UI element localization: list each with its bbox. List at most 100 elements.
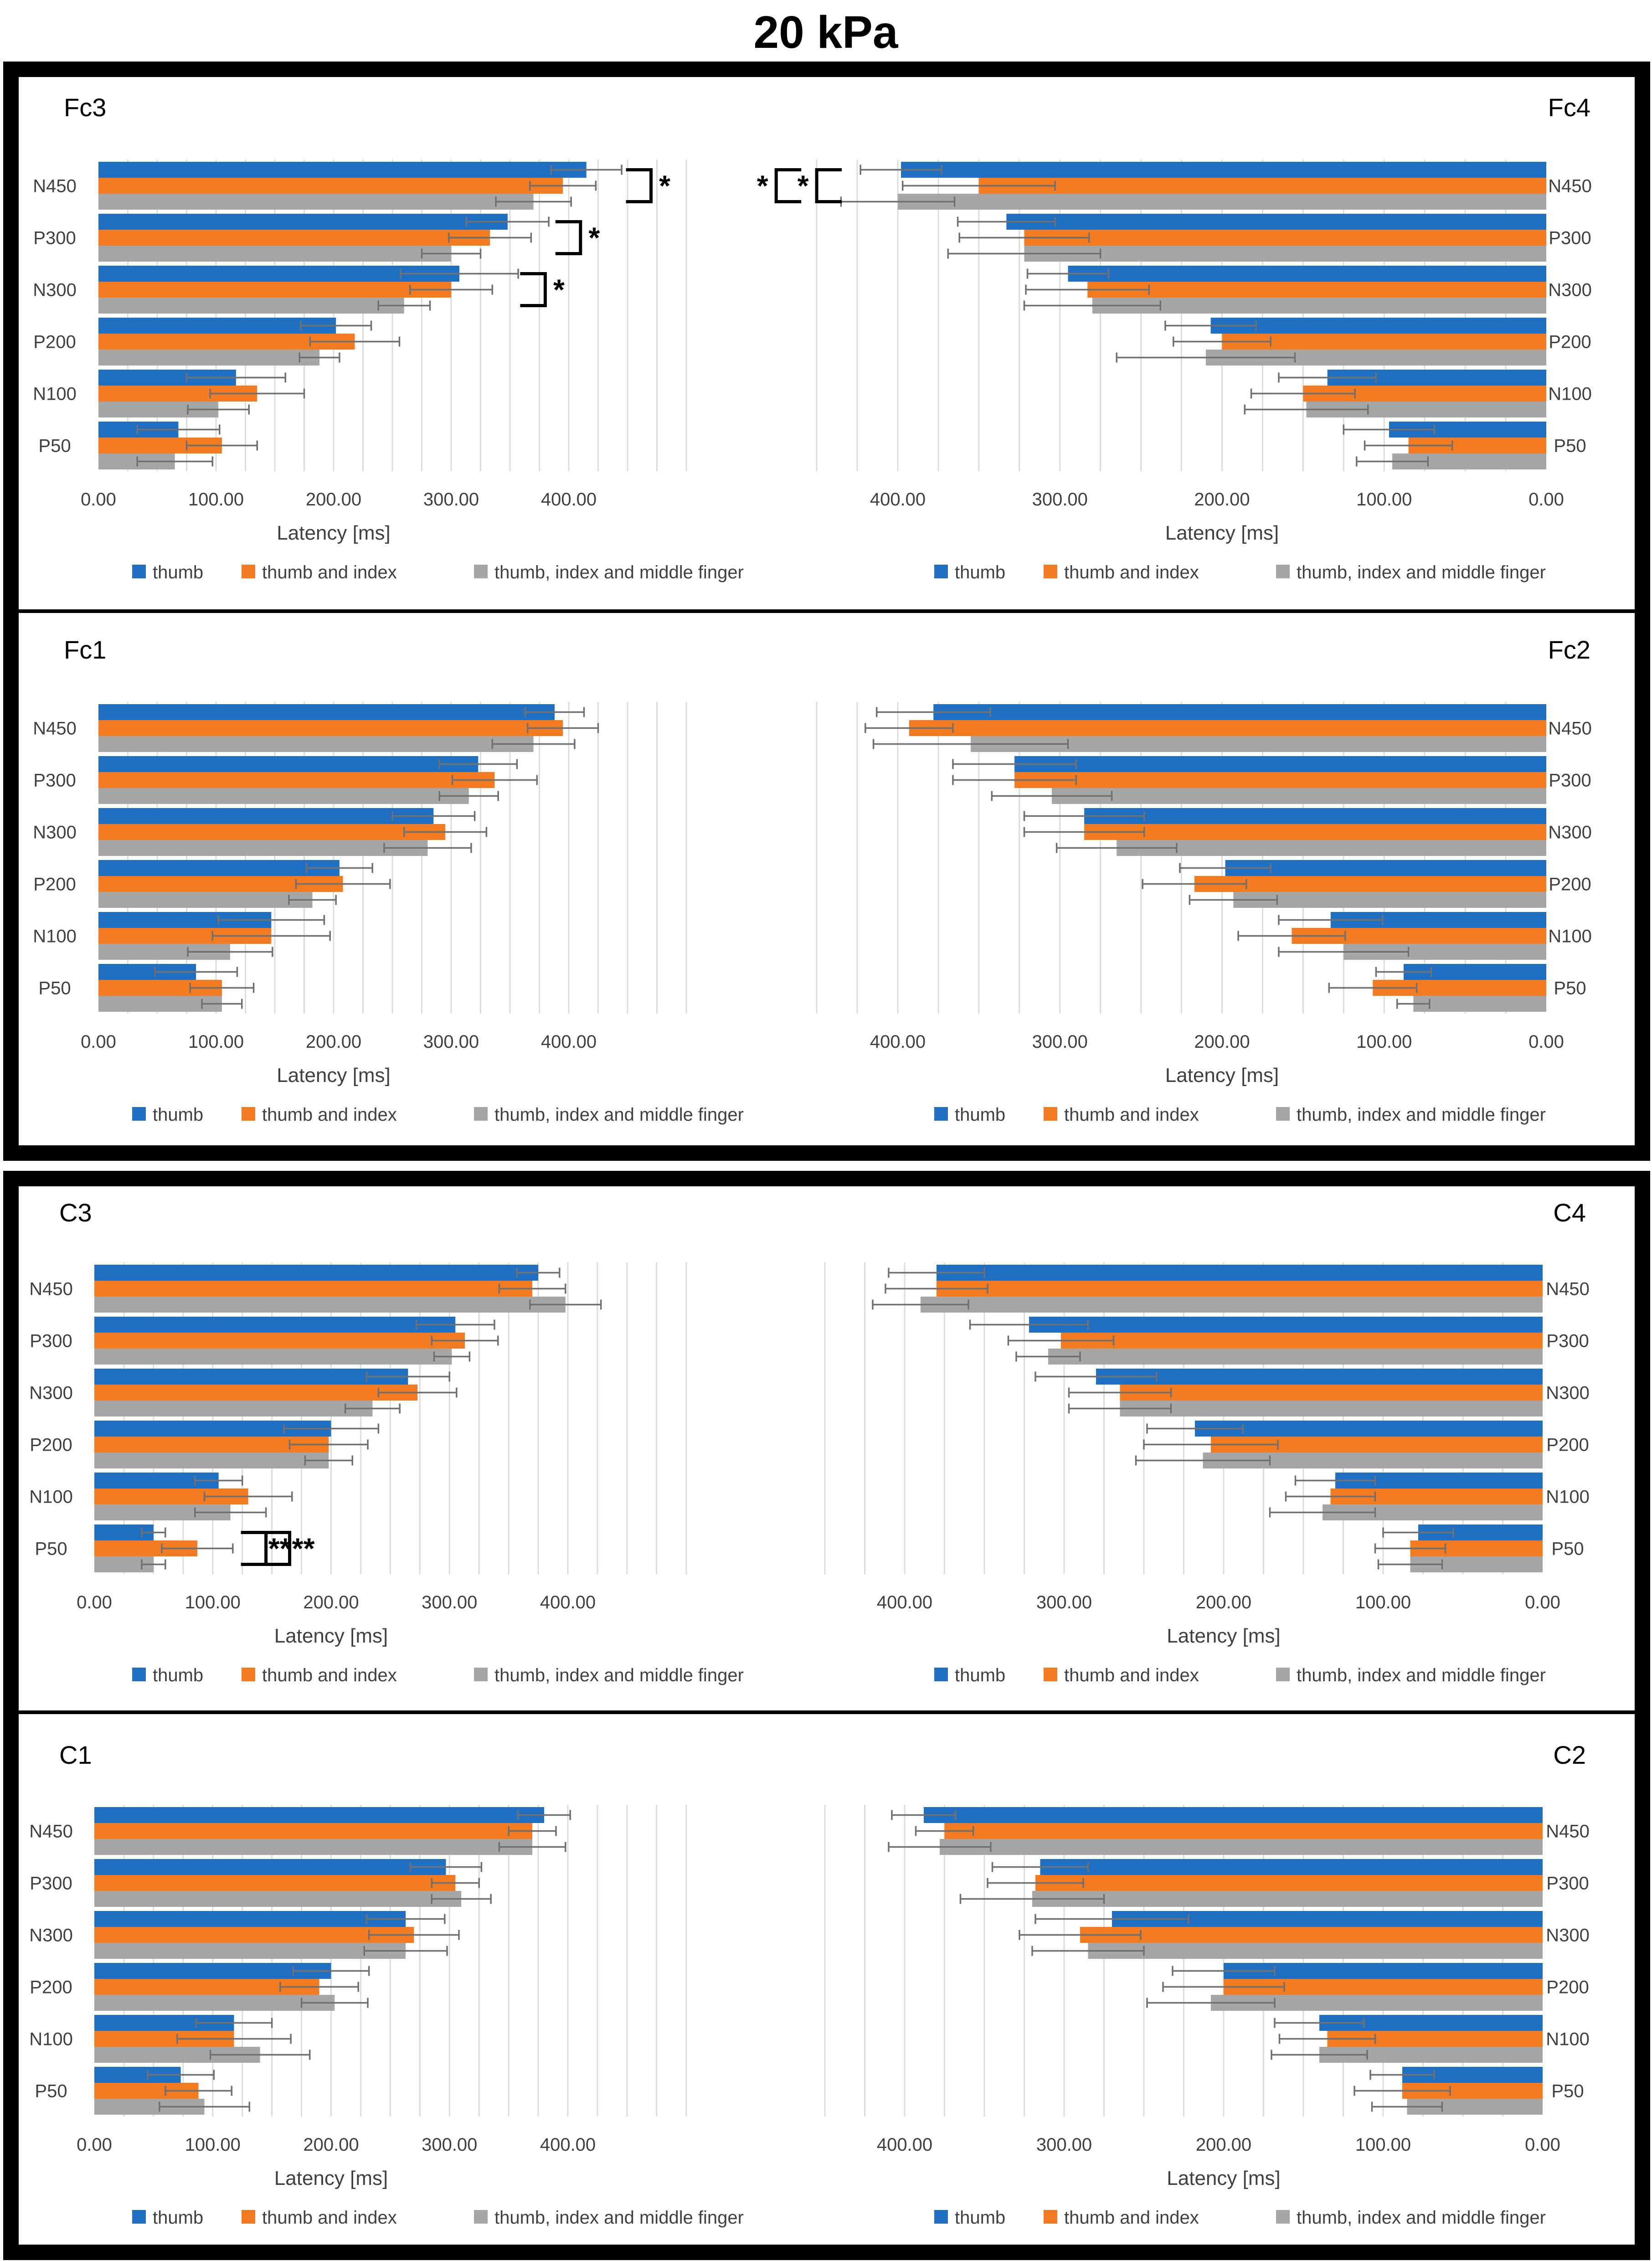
legend-label: thumb, index and middle finger xyxy=(1297,2208,1546,2228)
significance-marker: * xyxy=(659,170,670,202)
bar xyxy=(98,824,446,840)
bar xyxy=(1084,808,1546,824)
chart-fc3: Fc3 N450 P300 N300 P200 N100 P50 0.00 100.00 200.… xyxy=(33,93,744,582)
x-tick-label: 200.00 xyxy=(303,2135,359,2155)
x-tick-label: 300.00 xyxy=(1032,489,1088,510)
bar xyxy=(1195,1421,1543,1437)
bar xyxy=(94,1265,539,1281)
bar xyxy=(94,1317,456,1333)
significance-bracket xyxy=(555,220,582,255)
legend-swatch xyxy=(1276,1107,1290,1121)
x-tick-label: 400.00 xyxy=(870,1032,926,1052)
legend-swatch xyxy=(1276,1668,1290,1681)
bar xyxy=(1120,1401,1543,1416)
x-tick-label: 0.00 xyxy=(77,2135,112,2155)
legend-swatch xyxy=(474,1107,488,1121)
bar xyxy=(1035,1875,1543,1891)
bar xyxy=(94,1297,566,1313)
legend-label: thumb xyxy=(153,562,203,582)
x-tick-label: 100.00 xyxy=(188,489,244,510)
bar xyxy=(1225,860,1546,876)
category-label: P50 xyxy=(35,2081,67,2101)
page-title: 20 kPa xyxy=(754,7,899,58)
legend-swatch xyxy=(474,2210,488,2224)
x-tick-label: 400.00 xyxy=(541,489,597,510)
bar xyxy=(98,350,320,366)
category-label: P50 xyxy=(1554,436,1586,456)
charts-layer: Fc3 N450 P300 N300 P200 N100 P50 0.00 100.00 200.… xyxy=(29,93,1592,2228)
x-tick-label: 400.00 xyxy=(877,1592,932,1612)
bar xyxy=(924,1807,1543,1823)
bar xyxy=(1014,756,1546,772)
bar xyxy=(98,194,534,210)
category-label: P200 xyxy=(1549,332,1591,352)
x-tick-label: 0.00 xyxy=(1525,2135,1560,2155)
legend-swatch xyxy=(934,565,948,578)
x-tick-label: 300.00 xyxy=(423,489,479,510)
bar xyxy=(94,1452,329,1468)
bar xyxy=(1080,1927,1543,1943)
significance-bracket xyxy=(520,272,547,307)
category-label: P200 xyxy=(1546,1435,1589,1455)
legend-label: thumb, index and middle finger xyxy=(494,1665,744,1685)
bar xyxy=(98,230,490,246)
legend-swatch xyxy=(1044,1668,1057,1681)
bar xyxy=(98,266,460,282)
chart-title: Fc4 xyxy=(1548,93,1590,122)
bar xyxy=(98,772,495,788)
category-label: P50 xyxy=(1551,2081,1584,2101)
bar xyxy=(1088,1943,1543,1959)
category-label: P200 xyxy=(33,875,76,895)
chart-fc4: Fc4 N450 P300 N300 P200 N100 P50 0.00 100.00 200.… xyxy=(757,93,1592,582)
chart-title: C4 xyxy=(1553,1198,1586,1227)
bar xyxy=(94,1333,465,1349)
significance-bracket xyxy=(774,168,802,203)
legend-swatch xyxy=(474,1668,488,1681)
x-tick-label: 300.00 xyxy=(1032,1032,1088,1052)
x-tick-label: 0.00 xyxy=(81,1032,116,1052)
x-tick-label: 100.00 xyxy=(185,1592,241,1612)
bar xyxy=(94,1385,418,1401)
x-tick-label: 300.00 xyxy=(423,1032,479,1052)
category-label: N100 xyxy=(29,2029,73,2050)
significance-bracket xyxy=(815,168,842,203)
chart-title: Fc1 xyxy=(64,635,106,664)
category-label: N300 xyxy=(1548,280,1592,300)
significance-marker: ** xyxy=(292,1532,315,1565)
bar xyxy=(1048,1349,1543,1365)
significance-bracket xyxy=(626,168,653,203)
category-label: N450 xyxy=(29,1822,73,1842)
bar xyxy=(978,178,1546,194)
category-label: P200 xyxy=(30,1978,72,1998)
chart-fc1: Fc1 N450 P300 N300 P200 N100 P50 0.00 100.00 200.… xyxy=(33,635,744,1125)
category-label: N300 xyxy=(1546,1383,1590,1403)
x-tick-label: 300.00 xyxy=(422,1592,477,1612)
category-label: P200 xyxy=(30,1435,72,1455)
category-label: N100 xyxy=(29,1487,73,1507)
category-label: N450 xyxy=(1546,1822,1590,1842)
legend-label: thumb and index xyxy=(1064,1665,1199,1685)
legend-swatch xyxy=(242,2210,255,2224)
bar xyxy=(94,1807,545,1823)
bar xyxy=(94,1943,406,1959)
chart-fc2: Fc2 N450 P300 N300 P200 N100 P50 0.00 100.00 200.… xyxy=(816,635,1592,1125)
legend-label: thumb and index xyxy=(1064,562,1199,582)
significance-marker: * xyxy=(588,221,600,254)
bar xyxy=(94,1859,446,1875)
bar xyxy=(94,1911,406,1927)
bar xyxy=(1210,318,1546,334)
legend-label: thumb, index and middle finger xyxy=(1297,562,1546,582)
bar xyxy=(98,704,555,720)
x-tick-label: 200.00 xyxy=(1196,1592,1251,1612)
bar xyxy=(940,1839,1543,1855)
x-axis-label: Latency [ms] xyxy=(274,2167,388,2189)
x-tick-label: 200.00 xyxy=(1194,1032,1250,1052)
category-label: N450 xyxy=(1548,176,1592,196)
panel-frame-top xyxy=(3,62,1650,1161)
bar xyxy=(98,840,428,856)
legend-label: thumb and index xyxy=(262,1665,397,1685)
bar xyxy=(933,704,1546,720)
category-label: N450 xyxy=(33,176,77,196)
category-label: P200 xyxy=(1546,1978,1589,1998)
